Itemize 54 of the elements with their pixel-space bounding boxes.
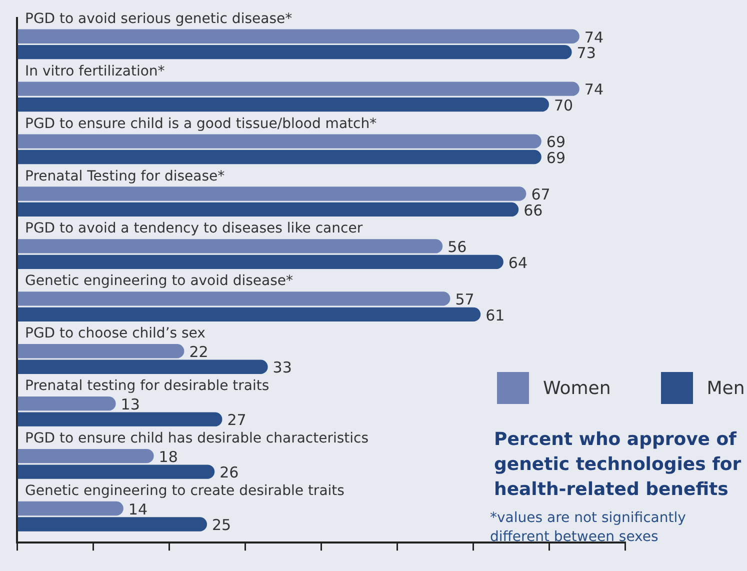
annotation: *values are not significantly different between sexes [490,509,687,547]
bar [18,448,154,464]
y-tick-label: PGD to avoid a tendency to diseases like cancer [25,220,363,237]
data-label: 22 [189,343,208,362]
data-label: 66 [524,201,543,220]
bar [18,82,580,96]
data-label: 69 [546,133,566,152]
legend-label: Men [706,378,745,398]
bar [18,29,580,44]
data-label: 70 [554,96,574,114]
data-label: 73 [576,44,596,62]
bar [18,202,519,217]
data-label: 33 [272,358,292,377]
bar [18,97,549,112]
y-tick-label: PGD to ensure child has desirable characteristics [25,430,369,447]
bar [18,307,481,322]
y-tick-label: PGD to ensure child is a good tissue/blood match* [25,116,377,132]
y-tick-label: PGD to choose child’s sex [25,326,206,342]
data-label: 64 [508,254,528,272]
data-label: 25 [212,516,232,534]
bar [18,239,443,254]
bar [18,186,526,201]
bar [18,412,222,426]
y-tick-label: In vitro fertilization* [25,63,165,80]
y-tick-label: Genetic engineering to create desirable traits [25,483,344,500]
bar [18,292,450,306]
y-tick-label: PGD to avoid serious genetic disease* [25,10,292,27]
bar [18,464,215,479]
bar [18,517,207,532]
data-label: 14 [128,500,148,518]
data-label: 13 [120,395,140,414]
bar [18,254,504,270]
data-label: 57 [455,290,474,309]
data-label: 69 [546,148,566,167]
data-label: 18 [158,448,178,466]
bar [18,501,124,516]
bar [18,150,542,164]
data-label: 56 [448,238,467,256]
data-label: 26 [220,464,239,482]
y-tick-label: Prenatal testing for desirable traits [25,378,270,394]
legend-label: Women [543,378,611,398]
bar [18,134,542,148]
data-label: 74 [584,80,604,99]
bar [18,45,572,60]
data-label: 74 [584,28,604,46]
bar [18,360,268,374]
data-label: 67 [531,186,550,204]
y-tick-label: Genetic engineering to avoid disease* [25,273,294,290]
data-label: 61 [486,306,505,324]
text: Percent who approve of genetic technologies for health-related benefits [494,428,742,502]
bar [18,344,184,358]
data-label: 27 [227,411,246,430]
bar [18,396,116,411]
y-tick-label: Prenatal Testing for disease* [25,168,225,184]
